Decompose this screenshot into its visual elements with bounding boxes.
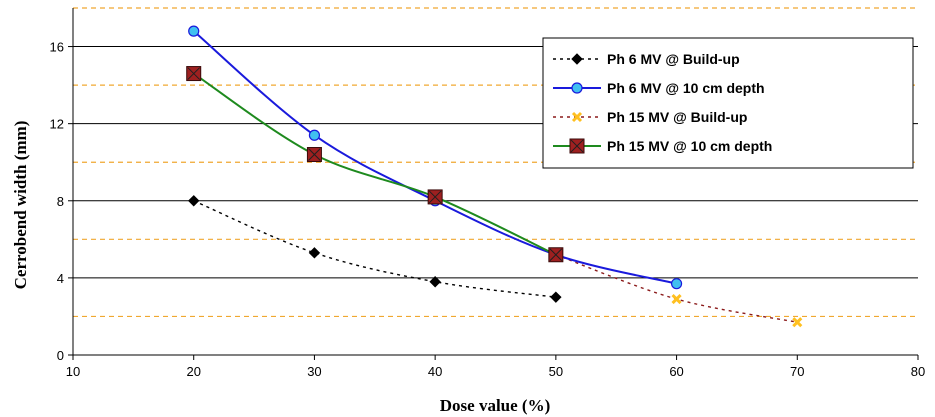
x-tick-label: 10: [66, 364, 80, 379]
legend-item: Ph 15 MV @ 10 cm depth: [553, 138, 772, 154]
x-tick-label: 50: [549, 364, 563, 379]
legend-label: Ph 15 MV @ Build-up: [607, 109, 747, 125]
series-line: [193, 200, 556, 298]
axes: 0 4 8 12 16 10 20 30 40 50 60 70 80: [50, 8, 925, 379]
data-series: [186, 25, 803, 328]
y-axis-title: Cerrobend width (mm): [11, 121, 30, 290]
legend-item: Ph 6 MV @ 10 cm depth: [553, 80, 765, 96]
legend-item: Ph 6 MV @ Build-up: [553, 51, 740, 67]
series-4: [186, 66, 564, 263]
data-point-x: [792, 317, 803, 328]
data-point-square-cross: [428, 190, 442, 204]
data-point-circle: [670, 278, 683, 290]
legend-box: [542, 37, 914, 169]
legend: Ph 6 MV @ Build-up Ph 6 MV @ 10 cm depth P…: [542, 37, 914, 169]
x-axis-title: Dose value (%): [440, 396, 550, 415]
y-tick-label: 4: [57, 271, 64, 286]
data-point-diamond: [308, 247, 321, 259]
data-point-circle: [188, 25, 200, 37]
y-tick-label: 16: [50, 40, 64, 55]
series-line: [193, 72, 557, 256]
y-tick-label: 0: [57, 348, 64, 363]
data-point-circle: [308, 129, 321, 141]
data-point-square-cross: [570, 139, 584, 153]
legend-label: Ph 15 MV @ 10 cm depth: [607, 138, 772, 154]
data-point-square: [306, 147, 322, 163]
data-point-square: [569, 138, 585, 154]
x-tick-label: 70: [790, 364, 804, 379]
data-point-x: [571, 111, 583, 123]
data-point-diamond: [429, 276, 441, 288]
data-point-x-stroke: [671, 294, 682, 305]
legend-item: Ph 15 MV @ Build-up: [553, 109, 747, 125]
data-point-x: [671, 294, 682, 305]
x-tick-label: 30: [307, 364, 321, 379]
x-tick-label: 60: [669, 364, 683, 379]
data-point-square: [427, 189, 443, 205]
series-3: [550, 249, 803, 328]
data-point-diamond: [571, 53, 583, 65]
data-point-circle: [571, 82, 583, 94]
legend-label: Ph 6 MV @ 10 cm depth: [607, 80, 765, 96]
data-point-x-stroke: [792, 317, 803, 328]
series-1: [188, 195, 562, 303]
x-tick-label: 40: [428, 364, 442, 379]
data-point-square-cross: [187, 67, 201, 80]
data-point-square-cross: [308, 148, 321, 161]
data-point-square-cross: [549, 248, 563, 262]
data-point-square: [186, 66, 202, 82]
data-point-square: [548, 247, 564, 263]
legend-label: Ph 6 MV @ Build-up: [607, 51, 740, 67]
data-point-diamond: [188, 195, 200, 207]
x-tick-label: 20: [186, 364, 200, 379]
x-tick-label: 80: [911, 364, 925, 379]
y-tick-label: 8: [57, 194, 64, 209]
y-tick-label: 12: [50, 117, 64, 132]
data-point-diamond: [550, 291, 562, 303]
data-point-x-stroke: [571, 111, 583, 123]
